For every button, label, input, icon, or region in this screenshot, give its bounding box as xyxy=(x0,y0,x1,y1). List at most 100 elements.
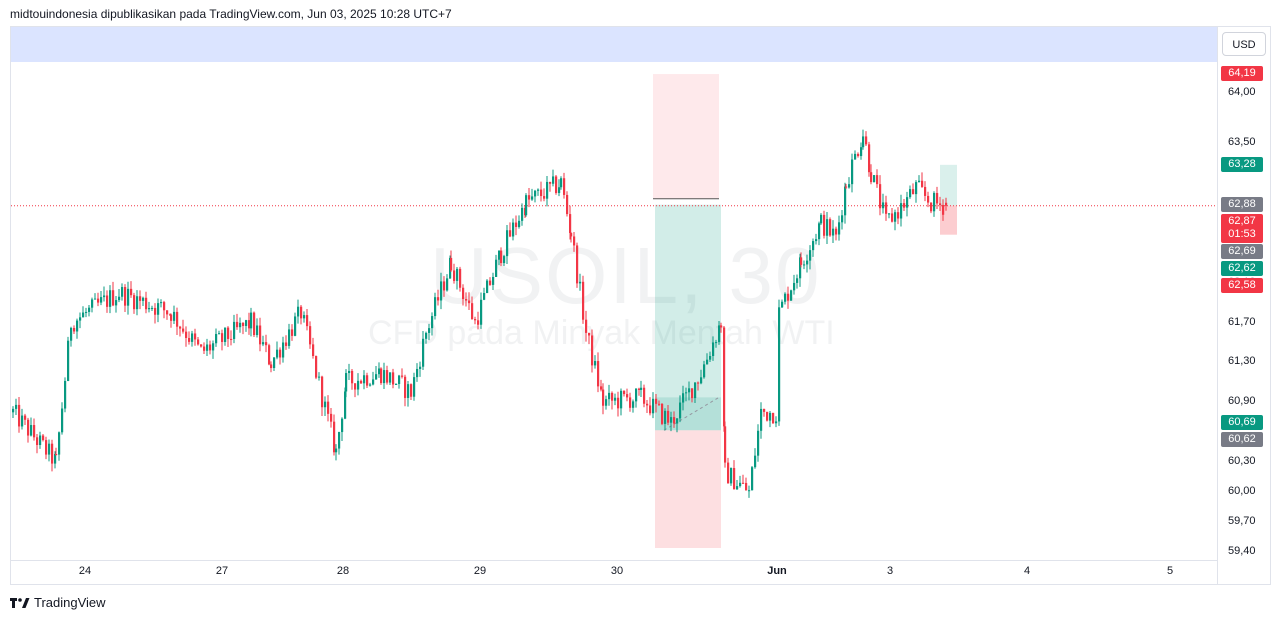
candle-body xyxy=(760,408,763,431)
candle-body xyxy=(715,342,718,344)
candle-body xyxy=(566,194,569,215)
candle-body xyxy=(697,382,700,384)
candle-body xyxy=(318,376,321,378)
price-axis-label: 60,30 xyxy=(1228,455,1256,468)
candle-body xyxy=(300,306,303,319)
price-tag-countdown: 01:53 xyxy=(1228,227,1256,240)
candle-body xyxy=(528,195,531,200)
candle-body xyxy=(465,299,468,301)
candle-body xyxy=(477,320,480,325)
candle-body xyxy=(506,230,509,257)
candle-body xyxy=(763,408,766,412)
candle-body xyxy=(431,316,434,329)
candle-body xyxy=(443,281,446,291)
candle-body xyxy=(73,327,76,332)
chart-frame xyxy=(10,26,1271,585)
candle-body xyxy=(227,327,230,339)
price-axis-label: 64,00 xyxy=(1228,86,1256,98)
candle-body xyxy=(437,297,440,301)
time-axis-divider xyxy=(11,560,1217,561)
candle-body xyxy=(670,417,673,423)
short-stop-zone xyxy=(653,74,719,199)
candle-body xyxy=(879,184,882,209)
candle-body xyxy=(375,374,378,380)
candle-body xyxy=(248,320,251,329)
price-tag: 63,28 xyxy=(1221,156,1263,172)
candle-body xyxy=(70,327,73,341)
candle-body xyxy=(790,290,793,301)
candle-body xyxy=(812,241,815,251)
candle-body xyxy=(787,293,790,301)
candle-body xyxy=(94,298,97,300)
candle-body xyxy=(742,482,745,484)
candle-body xyxy=(860,147,863,157)
candle-body xyxy=(30,425,33,436)
price-tag: 62,58 xyxy=(1221,277,1263,293)
candle-body xyxy=(112,290,115,306)
candle-body xyxy=(103,295,106,298)
candle-body xyxy=(489,280,492,285)
candle-body xyxy=(330,413,333,422)
candle-body xyxy=(410,384,413,397)
tradingview-logo[interactable]: TradingView xyxy=(10,595,106,610)
candle-body xyxy=(474,319,477,321)
candle-body xyxy=(720,325,723,328)
candle-body xyxy=(921,180,924,187)
publisher-line: midtouindonesia dipublikasikan pada Trad… xyxy=(10,7,452,21)
candle-body xyxy=(862,136,865,148)
candle-body xyxy=(757,430,760,456)
candle-body xyxy=(903,203,906,208)
candle-body xyxy=(312,344,315,356)
candle-body xyxy=(306,315,309,327)
candle-body xyxy=(745,482,748,491)
candle-body xyxy=(345,373,348,392)
candle-body xyxy=(127,288,130,306)
candle-body xyxy=(170,314,173,321)
candle-body xyxy=(363,375,366,384)
candle-body xyxy=(130,288,133,296)
candle-body xyxy=(148,308,151,310)
candle-body xyxy=(456,268,459,281)
candle-body xyxy=(751,467,754,491)
candle-body xyxy=(709,356,712,360)
candle-body xyxy=(694,382,697,399)
candle-body xyxy=(703,364,706,378)
candle-body xyxy=(136,296,139,310)
candle-body xyxy=(88,307,91,312)
candle-body xyxy=(820,214,823,224)
candle-body xyxy=(766,411,769,421)
candle-body xyxy=(815,239,818,242)
candle-body xyxy=(655,398,658,404)
candle-body xyxy=(652,398,655,414)
candle-body xyxy=(338,432,341,449)
candle-body xyxy=(700,377,703,384)
candle-body xyxy=(691,388,694,399)
candle-body xyxy=(480,299,483,325)
candle-body xyxy=(401,375,404,377)
candle-body xyxy=(389,372,392,383)
candle-body xyxy=(509,230,512,237)
candle-body xyxy=(614,397,617,401)
candle-body xyxy=(27,419,30,436)
candle-body xyxy=(534,190,537,197)
candle-body xyxy=(629,397,632,408)
candle-body xyxy=(324,401,327,408)
candle-body xyxy=(230,338,233,340)
candle-body xyxy=(818,223,821,240)
currency-button[interactable]: USD xyxy=(1222,32,1266,56)
candle-body xyxy=(303,315,306,319)
price-axis-label: 59,70 xyxy=(1228,515,1256,528)
candle-body xyxy=(500,250,503,264)
candle-body xyxy=(179,326,182,329)
candle-body xyxy=(294,316,297,336)
candle-body xyxy=(344,391,347,419)
candle-body xyxy=(297,306,300,317)
candle-body xyxy=(273,357,276,369)
candle-body xyxy=(531,196,534,200)
candle-body xyxy=(268,345,271,365)
candle-body xyxy=(348,370,351,374)
candlestick-plot[interactable] xyxy=(11,62,1217,560)
candle-body xyxy=(673,417,676,424)
candle-body xyxy=(927,195,930,203)
candle-body xyxy=(236,321,239,328)
